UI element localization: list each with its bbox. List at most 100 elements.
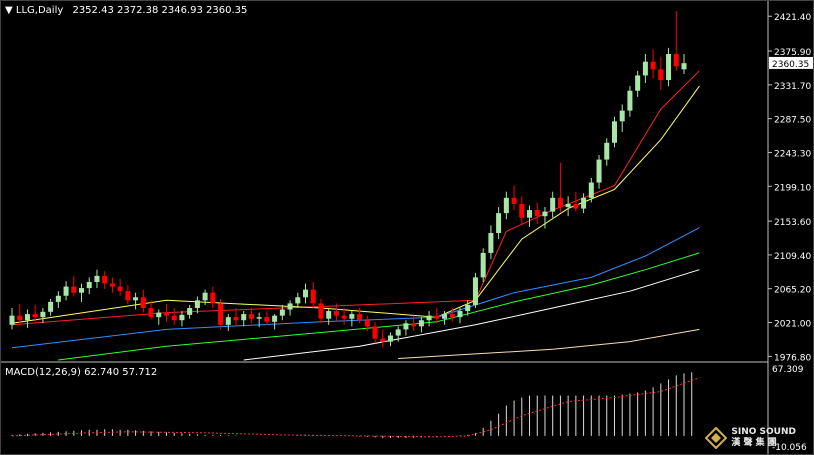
candle-body xyxy=(550,197,556,212)
moving-average-ma_mid xyxy=(11,85,700,324)
candle-body xyxy=(248,314,254,319)
candle-body xyxy=(666,54,672,81)
candle-body xyxy=(573,203,579,209)
candle-body xyxy=(496,213,502,234)
candle-body xyxy=(202,292,208,301)
candle-body xyxy=(24,314,30,321)
price-tick-label: 2021.00 xyxy=(774,320,811,330)
candle-body xyxy=(380,338,386,342)
candle-body xyxy=(333,311,339,316)
candle-body xyxy=(109,283,115,287)
moving-average-ma_fast xyxy=(11,70,700,326)
candle-body xyxy=(140,297,146,308)
candle-body xyxy=(449,314,455,318)
candle-body xyxy=(673,54,679,67)
collapse-triangle-icon[interactable]: ▼ xyxy=(5,5,13,16)
candle-body xyxy=(349,314,355,319)
candle-body xyxy=(32,314,38,318)
candle-body xyxy=(272,315,278,322)
candle-body xyxy=(658,69,664,81)
candle-body xyxy=(357,314,363,321)
candle-body xyxy=(225,317,231,325)
candle-body xyxy=(218,303,224,325)
candle-body xyxy=(411,323,417,327)
candle-body xyxy=(341,315,347,319)
price-tick-label: 2109.40 xyxy=(774,252,811,262)
watermark-line1: SINO SOUND xyxy=(731,427,796,437)
candle-body xyxy=(256,317,262,319)
candle-body xyxy=(79,288,85,293)
candle-body xyxy=(295,297,301,304)
candle-body xyxy=(241,314,247,321)
diamond-logo-icon xyxy=(705,427,728,449)
candle-body xyxy=(63,286,69,296)
candle-body xyxy=(40,311,46,318)
candle-body xyxy=(86,281,92,289)
macd-pane[interactable] xyxy=(11,372,700,438)
candle-body xyxy=(527,210,533,218)
candle-body xyxy=(442,314,448,319)
candle-body xyxy=(210,292,216,304)
candle-body xyxy=(503,197,509,214)
moving-average-ma_white xyxy=(243,269,700,361)
candle-body xyxy=(642,61,648,76)
macd-header: MACD(12,26,9) 62.740 57.712 xyxy=(5,367,158,378)
symbol-label: LLG,Daily xyxy=(15,5,64,16)
candle-body xyxy=(511,197,517,204)
moving-average-ma_green xyxy=(58,252,700,361)
candle-body xyxy=(102,275,108,284)
candle-body xyxy=(133,297,139,301)
candle-body xyxy=(395,329,401,336)
candle-body xyxy=(434,315,440,319)
candle-body xyxy=(194,300,200,308)
candle-body xyxy=(148,307,154,318)
macd-signal-line xyxy=(11,377,700,438)
price-tick-label: 1976.80 xyxy=(774,353,811,363)
candle-body xyxy=(519,203,525,218)
candle-body xyxy=(465,304,471,312)
candle-body xyxy=(364,320,370,327)
macd-tick-label: -10.056 xyxy=(772,443,807,453)
price-tick-label: 2199.10 xyxy=(774,183,811,193)
candle-body xyxy=(611,121,617,143)
candle-body xyxy=(472,277,478,305)
candle-body xyxy=(17,315,23,321)
candle-body xyxy=(627,90,633,111)
candle-body xyxy=(681,63,687,70)
candle-body xyxy=(565,203,571,208)
candle-body xyxy=(117,286,123,292)
candle-body xyxy=(403,323,409,330)
price-tick-label: 2065.20 xyxy=(774,286,811,296)
candle-body xyxy=(604,142,610,160)
watermark-logo: SINO SOUND 漢 聲 集 團 xyxy=(705,427,796,449)
candle-body xyxy=(457,311,463,318)
candle-body xyxy=(619,110,625,122)
candle-body xyxy=(279,309,285,316)
price-tick-label: 2243.30 xyxy=(774,149,811,159)
price-tick-label: 2287.50 xyxy=(774,116,811,126)
candle-body xyxy=(635,75,641,91)
candle-body xyxy=(187,307,193,315)
candle-body xyxy=(557,197,563,208)
candle-body xyxy=(372,326,378,339)
price-tick-label: 2153.60 xyxy=(774,218,811,228)
candle-body xyxy=(542,211,548,217)
candle-body xyxy=(534,210,540,217)
price-pane[interactable] xyxy=(9,11,700,361)
candle-body xyxy=(179,314,185,321)
current-price-label: 2360.35 xyxy=(772,60,809,70)
watermark-line2: 漢 聲 集 團 xyxy=(731,438,777,448)
candle-body xyxy=(125,291,131,301)
candle-body xyxy=(480,252,486,278)
moving-average-ma_tan xyxy=(398,328,700,359)
candle-body xyxy=(318,303,324,319)
candle-body xyxy=(387,335,393,342)
candle-body xyxy=(55,295,61,302)
candle-body xyxy=(650,61,656,70)
candle-body xyxy=(303,289,309,298)
symbol-header: ▼ LLG,Daily 2352.43 2372.38 2346.93 2360… xyxy=(5,5,247,16)
candle-body xyxy=(156,312,162,318)
price-tick-label: 2375.90 xyxy=(774,48,811,58)
